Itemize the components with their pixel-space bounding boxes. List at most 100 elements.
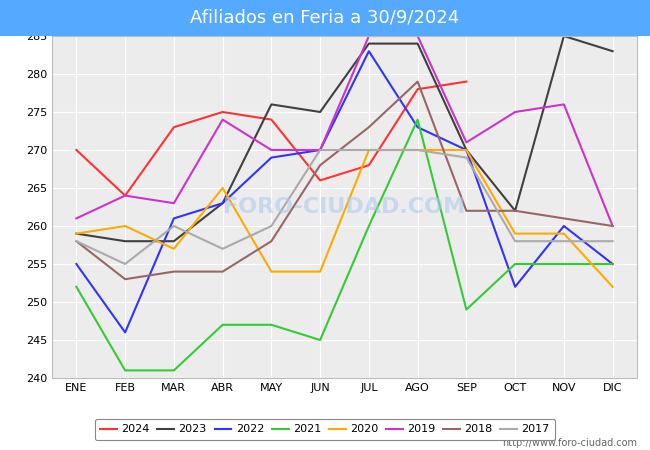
2022 — [560, 223, 568, 229]
Line: 2019: 2019 — [77, 36, 612, 226]
2022 — [316, 147, 324, 153]
2021 — [463, 307, 471, 312]
2021 — [560, 261, 568, 267]
2023 — [365, 41, 373, 46]
2019 — [511, 109, 519, 115]
2023 — [72, 231, 81, 236]
2018 — [218, 269, 227, 274]
2023 — [413, 41, 421, 46]
2020 — [560, 231, 568, 236]
2017 — [218, 246, 227, 252]
2019 — [365, 33, 373, 39]
2017 — [365, 147, 373, 153]
2017 — [608, 238, 616, 244]
2023 — [560, 33, 568, 39]
2019 — [316, 147, 324, 153]
2021 — [608, 261, 616, 267]
2024 — [413, 86, 421, 92]
2022 — [511, 284, 519, 289]
2022 — [413, 125, 421, 130]
2024 — [365, 162, 373, 168]
2022 — [365, 49, 373, 54]
2017 — [463, 155, 471, 160]
Text: http://www.foro-ciudad.com: http://www.foro-ciudad.com — [502, 438, 637, 448]
Line: 2024: 2024 — [77, 81, 467, 196]
2017 — [413, 147, 421, 153]
2022 — [170, 216, 178, 221]
Text: FORO-CIUDAD.COM: FORO-CIUDAD.COM — [224, 197, 465, 217]
2021 — [316, 338, 324, 343]
Line: 2020: 2020 — [77, 150, 612, 287]
Text: Afiliados en Feria a 30/9/2024: Afiliados en Feria a 30/9/2024 — [190, 9, 460, 27]
2017 — [511, 238, 519, 244]
2023 — [170, 238, 178, 244]
2017 — [72, 238, 81, 244]
2017 — [170, 223, 178, 229]
2019 — [268, 147, 276, 153]
2018 — [268, 238, 276, 244]
2020 — [170, 246, 178, 252]
2021 — [72, 284, 81, 289]
2021 — [170, 368, 178, 373]
2021 — [268, 322, 276, 328]
2017 — [316, 147, 324, 153]
2018 — [511, 208, 519, 213]
2019 — [218, 117, 227, 122]
2020 — [121, 223, 129, 229]
Line: 2021: 2021 — [77, 120, 612, 370]
2023 — [608, 49, 616, 54]
2021 — [218, 322, 227, 328]
2021 — [413, 117, 421, 122]
2020 — [608, 284, 616, 289]
2019 — [413, 33, 421, 39]
2019 — [121, 193, 129, 198]
2021 — [121, 368, 129, 373]
2024 — [72, 147, 81, 153]
2018 — [365, 125, 373, 130]
Legend: 2024, 2023, 2022, 2021, 2020, 2019, 2018, 2017: 2024, 2023, 2022, 2021, 2020, 2019, 2018… — [95, 419, 555, 440]
2023 — [463, 147, 471, 153]
2024 — [218, 109, 227, 115]
2022 — [608, 261, 616, 267]
2024 — [316, 178, 324, 183]
2023 — [511, 208, 519, 213]
2022 — [218, 201, 227, 206]
2020 — [268, 269, 276, 274]
2020 — [413, 147, 421, 153]
2023 — [316, 109, 324, 115]
2018 — [413, 79, 421, 84]
2018 — [121, 276, 129, 282]
Line: 2023: 2023 — [77, 36, 612, 241]
2017 — [560, 238, 568, 244]
2024 — [463, 79, 471, 84]
2020 — [365, 147, 373, 153]
2018 — [463, 208, 471, 213]
2024 — [268, 117, 276, 122]
2022 — [268, 155, 276, 160]
2019 — [608, 223, 616, 229]
2023 — [121, 238, 129, 244]
2019 — [560, 102, 568, 107]
2024 — [170, 125, 178, 130]
2018 — [72, 238, 81, 244]
2022 — [121, 330, 129, 335]
2018 — [608, 223, 616, 229]
2023 — [218, 201, 227, 206]
2020 — [218, 185, 227, 191]
2018 — [170, 269, 178, 274]
2020 — [72, 231, 81, 236]
2020 — [316, 269, 324, 274]
Line: 2018: 2018 — [77, 81, 612, 279]
Line: 2017: 2017 — [77, 150, 612, 264]
2021 — [511, 261, 519, 267]
2017 — [268, 223, 276, 229]
2020 — [463, 147, 471, 153]
2018 — [560, 216, 568, 221]
2019 — [463, 140, 471, 145]
2022 — [463, 147, 471, 153]
2017 — [121, 261, 129, 267]
2019 — [72, 216, 81, 221]
2022 — [72, 261, 81, 267]
2018 — [316, 162, 324, 168]
2020 — [511, 231, 519, 236]
